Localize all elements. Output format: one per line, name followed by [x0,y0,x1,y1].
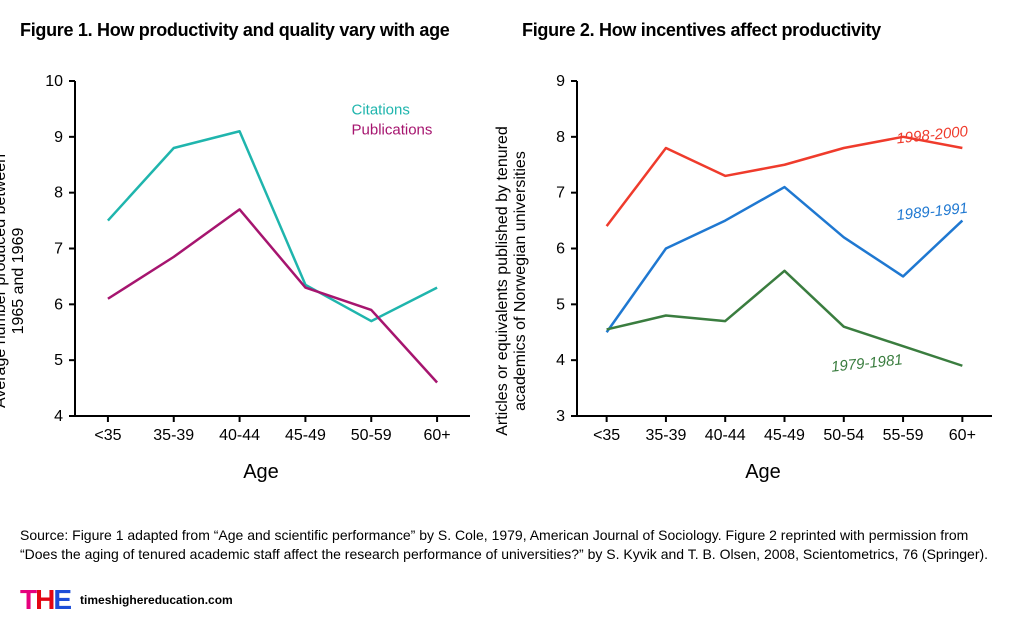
figure-1-xlabel: Age [20,461,502,484]
figure-2-title: Figure 2. How incentives affect producti… [522,20,1004,41]
svg-text:10: 10 [45,73,63,90]
svg-text:8: 8 [54,185,63,202]
logo-letter-t: T [20,584,35,615]
svg-text:Publications: Publications [352,122,433,139]
svg-text:1998-2000: 1998-2000 [896,123,970,147]
svg-text:Citations: Citations [352,102,410,119]
svg-text:7: 7 [556,185,565,202]
figure-2-chart: 3 4 5 6 7 8 9 <35 35-39 40-44 45-49 50-54 55-59 60+ 19… [522,71,1002,451]
svg-text:6: 6 [556,241,565,258]
svg-text:35-39: 35-39 [645,427,686,444]
svg-text:50-54: 50-54 [823,427,864,444]
svg-text:50-59: 50-59 [351,427,392,444]
svg-text:55-59: 55-59 [883,427,924,444]
svg-text:1979-1981: 1979-1981 [830,351,903,375]
svg-text:40-44: 40-44 [219,427,260,444]
svg-text:5: 5 [556,296,565,313]
footer: THE timeshighereducation.com [20,584,1004,616]
svg-text:35-39: 35-39 [153,427,194,444]
svg-text:4: 4 [556,352,565,369]
figure-2-xlabel: Age [522,461,1004,484]
svg-text:6: 6 [54,296,63,313]
figure-1: Figure 1. How productivity and quality v… [20,20,502,491]
svg-text:9: 9 [556,73,565,90]
svg-text:<35: <35 [94,427,121,444]
svg-text:60+: 60+ [949,427,976,444]
logo-letter-h: H [35,584,53,615]
svg-text:60+: 60+ [424,427,451,444]
svg-text:8: 8 [556,129,565,146]
svg-text:45-49: 45-49 [764,427,805,444]
svg-text:9: 9 [54,129,63,146]
svg-text:40-44: 40-44 [705,427,746,444]
logo-letter-e: E [53,584,70,615]
svg-text:5: 5 [54,352,63,369]
figure-1-chart: 4 5 6 7 8 9 10 <35 35-39 40-44 45-49 50-59 60+ Citati… [20,71,480,451]
svg-text:3: 3 [556,408,565,425]
the-logo: THE [20,584,70,616]
source-citation: Source: Figure 1 adapted from “Age and s… [20,526,1004,564]
figure-1-ylabel: Average number produced between 1965 and… [0,154,28,408]
figure-2-ylabel: Articles or equivalents published by ten… [494,126,530,436]
figure-2: Figure 2. How incentives affect producti… [522,20,1004,491]
svg-text:<35: <35 [593,427,620,444]
figure-1-title: Figure 1. How productivity and quality v… [20,20,502,41]
svg-text:1989-1991: 1989-1991 [896,200,969,224]
svg-text:4: 4 [54,408,63,425]
site-url: timeshighereducation.com [80,593,233,607]
svg-text:7: 7 [54,241,63,258]
svg-text:45-49: 45-49 [285,427,326,444]
